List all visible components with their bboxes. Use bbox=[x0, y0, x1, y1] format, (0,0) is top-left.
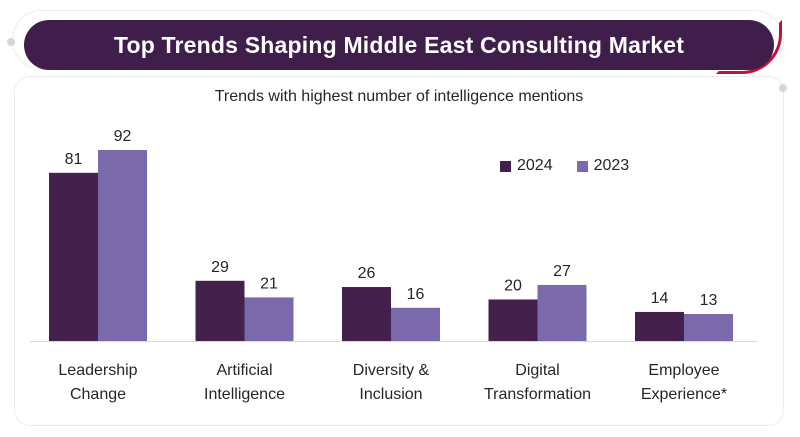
bar-2023-2 bbox=[391, 307, 440, 341]
data-label-2024-0: 81 bbox=[65, 151, 83, 168]
data-label-2023-1: 21 bbox=[260, 275, 278, 292]
bar-2024-1 bbox=[195, 280, 245, 341]
title-banner: Top Trends Shaping Middle East Consultin… bbox=[24, 20, 774, 70]
bar-2024-4 bbox=[635, 311, 684, 341]
category-label-4-line-0: Employee bbox=[648, 362, 719, 379]
category-label-1-line-1: Intelligence bbox=[204, 386, 285, 403]
category-label-3-line-1: Transformation bbox=[484, 386, 591, 403]
data-label-2024-2: 26 bbox=[358, 265, 376, 282]
category-label-0-line-1: Change bbox=[70, 386, 126, 403]
chart-frame bbox=[14, 76, 784, 426]
bar-2023-1 bbox=[244, 297, 294, 341]
category-label-0-line-0: Leadership bbox=[58, 362, 137, 379]
chart-legend: 2024 2023 bbox=[500, 157, 629, 175]
bar-2023-4 bbox=[684, 314, 733, 341]
category-label-4-line-1: Experience* bbox=[641, 386, 727, 403]
chart-subtitle: Trends with highest number of intelligen… bbox=[214, 88, 584, 105]
data-label-2023-4: 13 bbox=[700, 292, 718, 309]
decorative-dot-right bbox=[779, 84, 787, 92]
data-label-2023-2: 16 bbox=[407, 286, 425, 303]
category-label-1-line-0: Artificial bbox=[216, 362, 272, 379]
category-label-3-line-0: Digital bbox=[515, 362, 559, 379]
legend-item-2024: 2024 bbox=[500, 157, 553, 175]
page-title: Top Trends Shaping Middle East Consultin… bbox=[113, 31, 685, 58]
bar-2023-3 bbox=[537, 284, 587, 341]
bar-2023-0 bbox=[98, 150, 147, 341]
category-label-2-line-0: Diversity & bbox=[353, 362, 430, 379]
data-label-2023-3: 27 bbox=[553, 263, 571, 280]
legend-swatch-2024 bbox=[500, 160, 511, 172]
legend-item-2023: 2023 bbox=[576, 157, 630, 175]
bar-2024-2 bbox=[342, 287, 391, 341]
data-label-2024-4: 14 bbox=[651, 290, 669, 307]
data-label-2024-3: 20 bbox=[504, 277, 522, 294]
data-label-2024-1: 29 bbox=[211, 259, 229, 276]
bar-2024-0 bbox=[49, 172, 98, 341]
legend-label-2024: 2024 bbox=[517, 157, 553, 174]
category-label-2-line-1: Inclusion bbox=[359, 386, 422, 403]
decorative-dot-left bbox=[7, 38, 15, 46]
legend-swatch-2023 bbox=[576, 160, 588, 172]
legend-label-2023: 2023 bbox=[593, 157, 630, 174]
data-label-2023-0: 92 bbox=[114, 128, 132, 145]
bar-2024-3 bbox=[488, 299, 538, 341]
